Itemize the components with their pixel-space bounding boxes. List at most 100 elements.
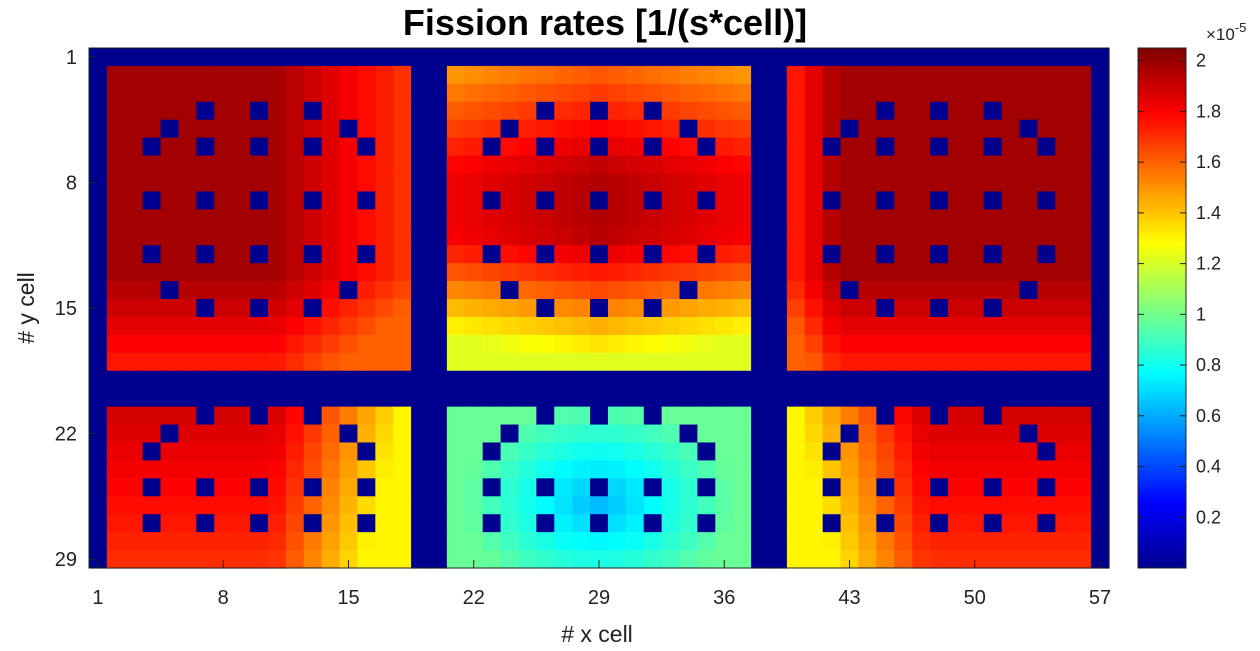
heatmap-cell xyxy=(196,299,215,318)
heatmap-cell xyxy=(625,173,645,193)
heatmap-cell xyxy=(822,101,842,121)
heatmap-cell xyxy=(697,173,716,193)
heatmap-cell xyxy=(357,65,376,85)
heatmap-cell xyxy=(1037,245,1056,264)
heatmap-cell xyxy=(429,550,448,569)
heatmap-cell xyxy=(804,406,824,426)
heatmap-cell xyxy=(572,173,591,193)
heatmap-cell xyxy=(357,514,376,533)
heatmap-cell xyxy=(947,245,967,264)
heatmap-cell xyxy=(339,263,359,282)
heatmap-cell xyxy=(858,101,877,121)
heatmap-cell xyxy=(1055,424,1074,444)
heatmap-cell xyxy=(1001,119,1021,139)
heatmap-cell xyxy=(590,514,609,533)
heatmap-cell xyxy=(786,478,806,497)
heatmap-cell xyxy=(482,191,502,210)
heatmap-cell xyxy=(232,550,251,569)
heatmap-cell xyxy=(446,316,466,336)
heatmap-cell xyxy=(303,550,323,569)
heatmap-cell xyxy=(393,496,412,515)
heatmap-cell xyxy=(429,532,448,551)
heatmap-cell xyxy=(196,334,215,354)
heatmap-cell xyxy=(1019,550,1039,569)
heatmap-cell xyxy=(876,101,895,121)
heatmap-cell xyxy=(214,48,233,67)
heatmap-cell xyxy=(697,406,716,426)
heatmap-cell xyxy=(500,532,520,551)
heatmap-cell xyxy=(142,299,162,318)
heatmap-cell xyxy=(178,550,197,569)
heatmap-cell xyxy=(751,191,770,210)
heatmap-cell xyxy=(232,460,251,479)
heatmap-cell xyxy=(607,442,627,462)
heatmap-cell xyxy=(930,316,949,336)
heatmap-cell xyxy=(751,101,770,121)
heatmap-cell xyxy=(232,424,251,444)
heatmap-cell xyxy=(947,299,967,318)
heatmap-cell xyxy=(769,65,788,85)
heatmap-cell xyxy=(1001,478,1021,497)
heatmap-cell xyxy=(912,263,931,282)
heatmap-cell xyxy=(858,478,877,497)
heatmap-cell xyxy=(250,245,269,264)
heatmap-cell xyxy=(965,227,985,246)
heatmap-cell xyxy=(393,316,412,336)
heatmap-cell xyxy=(429,48,448,67)
heatmap-cell xyxy=(285,245,305,264)
heatmap-cell xyxy=(965,316,985,336)
heatmap-cell xyxy=(464,388,484,408)
heatmap-cell xyxy=(804,316,824,336)
heatmap-cell xyxy=(751,352,770,372)
heatmap-cell xyxy=(840,227,860,246)
heatmap-cell xyxy=(625,281,645,300)
heatmap-cell xyxy=(733,316,752,336)
heatmap-cell xyxy=(858,496,877,515)
heatmap-cell xyxy=(321,316,341,336)
heatmap-cell xyxy=(554,281,573,300)
heatmap-cell xyxy=(464,137,484,157)
heatmap-cell xyxy=(804,65,824,85)
heatmap-cell xyxy=(482,119,502,139)
heatmap-cell xyxy=(106,245,126,264)
heatmap-cell xyxy=(393,424,412,444)
heatmap-cell xyxy=(357,155,376,175)
heatmap-cell xyxy=(769,101,788,121)
heatmap-cell xyxy=(500,155,520,175)
heatmap-cell xyxy=(643,532,663,551)
heatmap-cell xyxy=(482,550,502,569)
heatmap-cell xyxy=(572,442,591,462)
heatmap-cell xyxy=(679,245,699,264)
heatmap-cell xyxy=(1019,65,1039,85)
heatmap-cell xyxy=(411,191,430,210)
heatmap-cell xyxy=(572,532,591,551)
heatmap-cell xyxy=(983,191,1003,210)
heatmap-cell xyxy=(446,370,466,390)
heatmap-cell xyxy=(393,370,412,390)
heatmap-cell xyxy=(625,83,645,103)
heatmap-cell xyxy=(411,245,430,264)
heatmap-cell xyxy=(715,316,734,336)
heatmap-cell xyxy=(411,65,430,85)
heatmap-cell xyxy=(536,101,555,121)
heatmap-cell xyxy=(267,101,287,121)
heatmap-cell xyxy=(214,442,233,462)
heatmap-cell xyxy=(536,424,555,444)
heatmap-cell xyxy=(912,191,931,210)
heatmap-cell xyxy=(232,101,251,121)
heatmap-cell xyxy=(590,101,609,121)
heatmap-cell xyxy=(679,550,699,569)
heatmap-cell xyxy=(607,352,627,372)
heatmap-cell xyxy=(1019,388,1039,408)
heatmap-cell xyxy=(1055,263,1074,282)
heatmap-cell xyxy=(482,137,502,157)
heatmap-cell xyxy=(661,245,681,264)
heatmap-cell xyxy=(124,155,144,175)
heatmap-cell xyxy=(89,406,108,426)
heatmap-cell xyxy=(1073,173,1092,193)
heatmap-cell xyxy=(894,514,913,533)
heatmap-cell xyxy=(196,209,215,228)
heatmap-cell xyxy=(214,263,233,282)
heatmap-cell xyxy=(482,227,502,246)
